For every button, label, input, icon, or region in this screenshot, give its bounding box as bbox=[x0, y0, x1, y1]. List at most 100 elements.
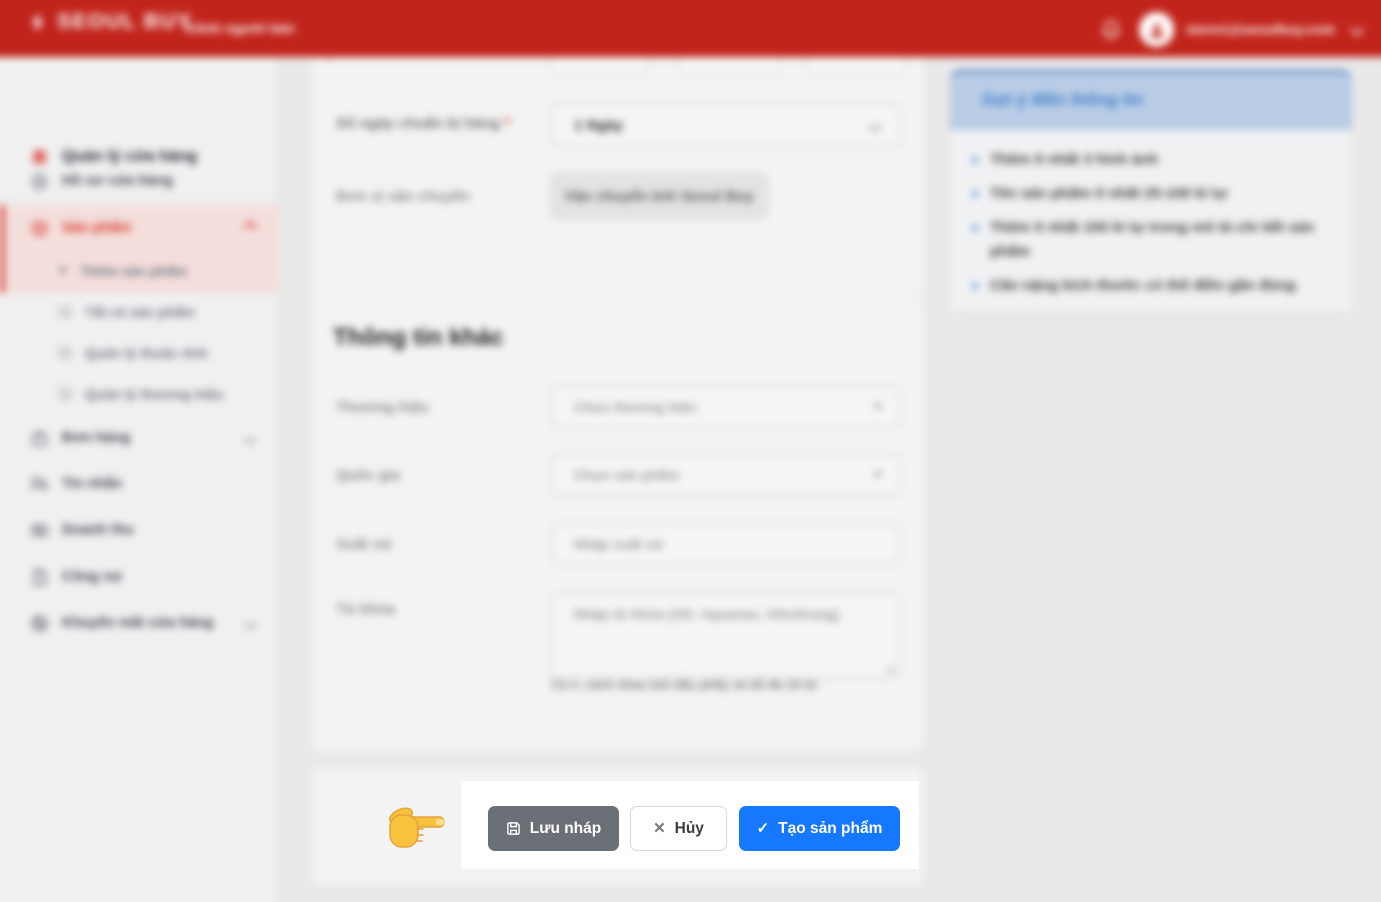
tips-title: Gợi ý điền thông tin bbox=[982, 90, 1144, 109]
cropped-input[interactable] bbox=[551, 57, 648, 75]
sidebar-item-attributes[interactable]: Quản lý thuộc tính bbox=[0, 331, 279, 375]
keywords-label: Từ khóa bbox=[336, 601, 396, 618]
bullet-icon bbox=[972, 225, 978, 231]
active-section-background bbox=[0, 205, 279, 293]
keywords-textarea[interactable] bbox=[551, 593, 901, 678]
money-icon bbox=[31, 524, 48, 536]
tip-text: Thêm ít nhất 100 kí tự trong mô tả chi t… bbox=[990, 219, 1315, 260]
prep-days-value: 1 Ngày bbox=[574, 116, 624, 134]
sidebar-item-promotions[interactable]: Khuyến mãi cửa hàng bbox=[0, 601, 279, 645]
shipping-unit-label: Đơn vị vận chuyển bbox=[336, 188, 471, 205]
origin-label: Xuất xứ bbox=[336, 536, 392, 553]
sidebar-item-revenue[interactable]: Doanh thu bbox=[0, 508, 279, 552]
bullet-icon bbox=[972, 157, 978, 163]
cropped-input[interactable] bbox=[679, 57, 781, 75]
tip-item: Cân nặng kích thước có thể điền gần đúng bbox=[972, 274, 1322, 298]
save-icon bbox=[506, 822, 520, 835]
sidebar-item-messages[interactable]: Tin nhắn bbox=[0, 462, 279, 506]
brand-select[interactable]: Chọn thương hiệu bbox=[551, 386, 901, 428]
required-asterisk: * bbox=[504, 115, 511, 132]
section-title: Thông tin khác bbox=[333, 324, 504, 351]
sidebar-item-label: Hồ sơ cửa hàng bbox=[62, 173, 174, 189]
sidebar-item-debt[interactable]: Công nợ bbox=[0, 555, 279, 599]
sidebar-item-label: Quản lý thương hiệu bbox=[85, 386, 224, 402]
account-email[interactable]: store1@seoulbuy.com bbox=[1186, 21, 1335, 37]
tip-item: Thêm ít nhất 3 hình ảnh bbox=[972, 148, 1322, 172]
sidebar-item-label: Khuyến mãi cửa hàng bbox=[62, 615, 214, 631]
country-label: Quốc gia bbox=[336, 467, 401, 484]
sidebar-item-label: Quản lý thuộc tính bbox=[85, 345, 208, 361]
cancel-button[interactable]: ✕ Hủy bbox=[630, 806, 727, 851]
sidebar-item-all-products[interactable]: Tất cả sản phẩm bbox=[0, 290, 279, 334]
product-icon bbox=[32, 220, 47, 236]
tips-panel: Gợi ý điền thông tin Thêm ít nhất 3 hình… bbox=[950, 70, 1352, 312]
list-icon bbox=[58, 306, 72, 318]
tip-item: Thêm ít nhất 100 kí tự trong mô tả chi t… bbox=[972, 216, 1322, 264]
brand-logo[interactable]: SEOUL BUY bbox=[28, 10, 193, 34]
active-section-bar bbox=[0, 205, 4, 293]
prep-days-label-text: Số ngày chuẩn bị hàng bbox=[336, 115, 501, 132]
cropped-input[interactable] bbox=[807, 57, 906, 75]
origin-input[interactable] bbox=[551, 523, 901, 565]
top-bar: SEOUL BUY Kênh người bán store1@seoulbuy… bbox=[0, 0, 1381, 57]
cancel-label: Hủy bbox=[674, 819, 704, 837]
chevron-up-icon[interactable] bbox=[242, 220, 258, 236]
brand-name: SEOUL BUY bbox=[57, 10, 193, 33]
sidebar-item-label: Tin nhắn bbox=[62, 476, 123, 492]
create-label: Tạo sản phẩm bbox=[778, 819, 883, 837]
resize-handle[interactable] bbox=[885, 664, 895, 674]
pointing-hand-emoji bbox=[388, 807, 445, 848]
chevron-down-icon[interactable] bbox=[242, 430, 258, 446]
sidebar-item-label: Tất cả sản phẩm bbox=[85, 304, 195, 320]
check-icon: ✓ bbox=[756, 820, 770, 837]
tips-header: Gợi ý điền thông tin bbox=[950, 70, 1352, 130]
sidebar-divider bbox=[0, 198, 279, 199]
other-info-card: Thông tin khác Thương hiệu Chọn thương h… bbox=[310, 295, 925, 752]
prep-days-label: Số ngày chuẩn bị hàng * bbox=[336, 115, 510, 132]
country-placeholder: Chọn sản phẩm bbox=[574, 467, 680, 483]
caret-down-icon bbox=[874, 472, 882, 478]
tip-item: Tên sản phẩm ít nhất 25-100 kí tự bbox=[972, 182, 1322, 206]
user-avatar[interactable] bbox=[1139, 12, 1174, 47]
caret-down-icon bbox=[874, 404, 882, 410]
chat-icon bbox=[32, 478, 47, 491]
sidebar-item-products[interactable]: Sản phẩm bbox=[0, 206, 279, 250]
create-product-button[interactable]: ✓ Tạo sản phẩm bbox=[739, 806, 900, 851]
orders-bag-icon bbox=[32, 431, 47, 446]
sidebar-item-label: Thêm sản phẩm bbox=[80, 263, 187, 279]
sidebar-item-brands[interactable]: Quản lý thương hiệu bbox=[0, 372, 279, 416]
keywords-hint: Có #, cách nhau bởi dấu phẩy và tối đa 1… bbox=[551, 678, 817, 692]
tips-body: Thêm ít nhất 3 hình ảnh Tên sản phẩm ít … bbox=[950, 130, 1352, 312]
sidebar-item-label: Doanh thu bbox=[62, 522, 134, 538]
list-icon bbox=[58, 347, 72, 359]
notification-bell-icon[interactable] bbox=[1100, 18, 1122, 42]
sidebar-item-add-product[interactable]: + Thêm sản phẩm bbox=[0, 249, 279, 293]
percent-icon bbox=[31, 615, 48, 631]
shipping-card: * Số ngày chuẩn bị hàng * 1 Ngày Đơn vị … bbox=[310, 57, 925, 332]
brand-label: Thương hiệu bbox=[336, 399, 430, 416]
close-icon: ✕ bbox=[653, 820, 666, 837]
bullet-icon bbox=[972, 283, 978, 289]
chevron-down-icon bbox=[867, 117, 883, 133]
list-icon bbox=[58, 388, 72, 400]
sidebar-item-label: Sản phẩm bbox=[62, 220, 132, 236]
country-select[interactable]: Chọn sản phẩm bbox=[551, 454, 901, 496]
sidebar: Quản lý cửa hàng Hồ sơ cửa hàng Sản phẩm bbox=[0, 57, 279, 902]
sidebar-item-label: Công nợ bbox=[62, 569, 123, 585]
tip-text: Thêm ít nhất 3 hình ảnh bbox=[990, 151, 1159, 168]
account-chevron-down-icon[interactable] bbox=[1349, 21, 1365, 37]
required-asterisk: * bbox=[327, 57, 333, 67]
profile-icon bbox=[31, 173, 48, 189]
store-icon bbox=[32, 150, 47, 164]
brand-placeholder: Chọn thương hiệu bbox=[574, 399, 697, 415]
chevron-down-icon[interactable] bbox=[242, 615, 258, 631]
sidebar-item-label: Đơn hàng bbox=[62, 430, 131, 446]
save-draft-button[interactable]: Lưu nháp bbox=[488, 806, 619, 851]
tip-text: Tên sản phẩm ít nhất 25-100 kí tự bbox=[990, 185, 1228, 202]
plus-icon: + bbox=[58, 262, 68, 279]
prep-days-select[interactable]: 1 Ngày bbox=[551, 103, 901, 147]
sidebar-item-store-profile[interactable]: Hồ sơ cửa hàng bbox=[0, 159, 279, 203]
brand-bolt-icon bbox=[30, 13, 45, 31]
sidebar-item-orders[interactable]: Đơn hàng bbox=[0, 416, 279, 460]
